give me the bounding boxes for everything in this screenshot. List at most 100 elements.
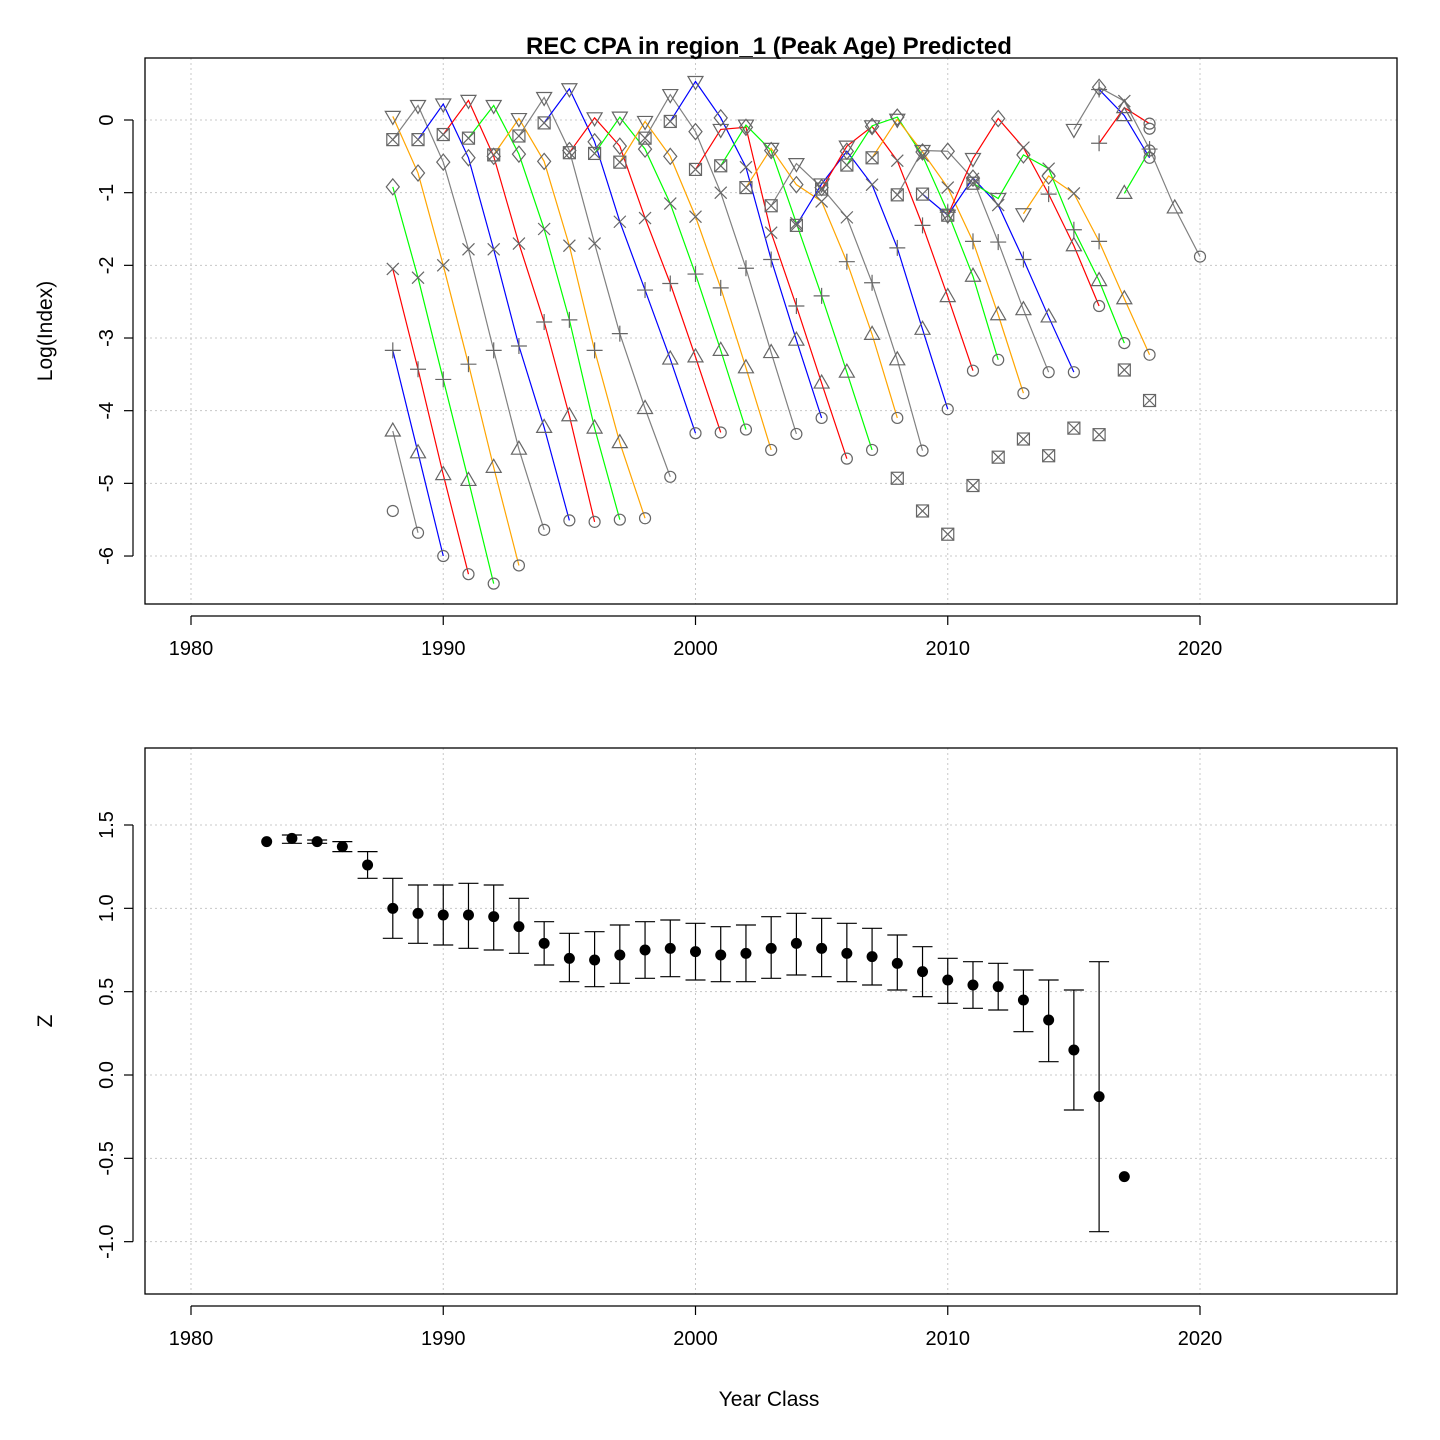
point-circle — [538, 523, 551, 536]
point-shape — [562, 146, 576, 160]
point-shape — [964, 267, 982, 282]
point-shape — [562, 146, 576, 160]
point-shape — [712, 123, 730, 139]
point-circle — [563, 514, 576, 527]
point-x — [815, 194, 829, 208]
point-triangle-up — [813, 373, 831, 389]
point-triangle-up — [1166, 198, 1184, 214]
point-shape — [409, 443, 427, 459]
point-shape — [587, 146, 602, 161]
point-circle — [638, 512, 652, 525]
point-diamond — [789, 175, 804, 194]
point-triangle-down — [586, 112, 604, 128]
point-triangle-down — [838, 140, 856, 156]
point-plus — [611, 325, 628, 342]
point-square-x — [436, 127, 450, 142]
x-tick-label: 2010 — [926, 638, 971, 660]
point-diamond — [587, 132, 602, 151]
point-shape — [1117, 363, 1131, 377]
point-plus — [460, 356, 477, 373]
point-shape — [714, 159, 728, 173]
top-y-axis-label: Log(Index) — [34, 281, 57, 381]
point-shape — [865, 443, 879, 457]
point-shape — [636, 115, 654, 131]
point-shape — [686, 347, 705, 363]
point-shape — [964, 152, 982, 168]
point-shape — [1143, 144, 1156, 157]
point-square-x — [789, 218, 804, 232]
point-shape — [537, 116, 551, 130]
point-shape — [563, 514, 576, 527]
point-shape — [865, 151, 879, 165]
z-point — [891, 957, 903, 969]
point-triangle-up — [888, 350, 906, 366]
point-circle — [1067, 366, 1080, 379]
z-point — [1118, 1171, 1130, 1183]
point-shape — [939, 287, 957, 303]
point-x — [613, 215, 627, 229]
point-triangle-up — [1065, 236, 1083, 252]
point-plus — [788, 298, 805, 315]
point-triangle-down — [636, 115, 654, 131]
point-shape — [512, 129, 526, 143]
point-shape — [916, 187, 929, 201]
point-shape — [1016, 432, 1031, 446]
cohort-line-2013 — [1073, 86, 1201, 257]
point-shape — [815, 194, 829, 208]
point-circle — [815, 411, 828, 425]
point-square-x — [461, 131, 476, 145]
point-shape — [891, 411, 904, 425]
x-tick-label: 2010 — [926, 1328, 971, 1350]
y-tick-label: 0 — [96, 114, 118, 125]
point-shape — [1143, 117, 1156, 130]
point-circle — [462, 568, 475, 581]
point-shape — [510, 439, 528, 455]
point-shape — [714, 186, 728, 200]
point-diamond — [637, 140, 653, 159]
point-shape — [941, 181, 955, 195]
point-circle — [1143, 144, 1156, 157]
point-square-x — [966, 478, 980, 493]
point-shape — [436, 128, 450, 141]
point-shape — [815, 182, 829, 196]
point-shape — [611, 433, 629, 449]
point-plus — [410, 361, 427, 378]
point-shape — [1067, 421, 1081, 435]
point-shape — [787, 330, 805, 346]
point-triangle-up — [586, 418, 604, 434]
point-shape — [588, 515, 601, 528]
point-shape — [941, 527, 955, 541]
point-triangle-up — [636, 399, 654, 415]
log-index-panel: 1980 1990 2000 2010 2020 0 -1 -2 -3 -4 -5 -6 REC CP… — [34, 33, 1398, 660]
y-tick-label: -3 — [96, 329, 118, 347]
z-point — [462, 909, 474, 921]
point-shape — [1143, 394, 1156, 407]
point-shape — [737, 358, 755, 374]
cohort-line-2003 — [770, 162, 924, 451]
z-point — [765, 942, 777, 954]
z-point — [1043, 1014, 1055, 1026]
z-point — [866, 951, 878, 963]
point-triangle-up — [762, 343, 780, 359]
point-circle — [1017, 387, 1030, 400]
point-square-x — [714, 159, 728, 173]
point-diamond — [713, 108, 728, 127]
point-shape — [1065, 236, 1083, 252]
point-circle — [487, 577, 500, 590]
point-plus — [1015, 251, 1032, 268]
point-shape — [1092, 299, 1106, 313]
point-shape — [1042, 366, 1055, 379]
z-point — [387, 902, 399, 914]
point-diamond — [612, 137, 628, 156]
point-shape — [888, 113, 906, 129]
point-shape — [587, 132, 602, 151]
point-plus — [1065, 221, 1082, 238]
point-shape — [890, 471, 904, 485]
y-tick-label: -2 — [96, 256, 118, 274]
point-shape — [966, 364, 980, 377]
point-x — [512, 237, 526, 250]
point-plus — [536, 314, 553, 331]
point-square-x — [1117, 363, 1131, 377]
top-axes: 1980 1990 2000 2010 2020 0 -1 -2 -3 -4 -5 -6 — [96, 114, 1222, 660]
point-shape — [663, 115, 677, 128]
